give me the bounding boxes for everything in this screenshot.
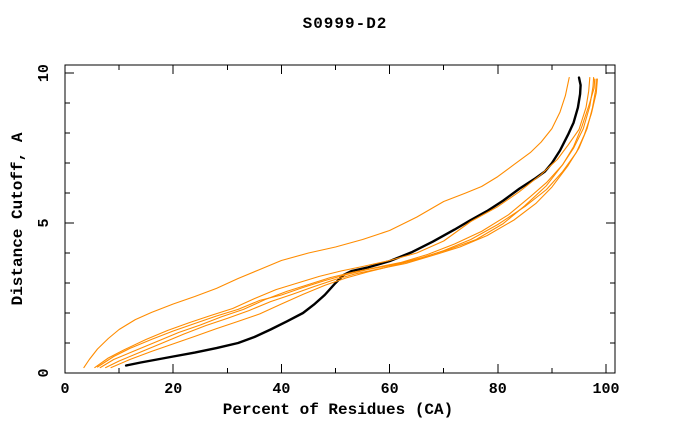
y-tick-label: 5 — [36, 219, 53, 228]
curve-model-orange-4 — [105, 78, 597, 369]
curve-model-orange-1 — [83, 77, 570, 369]
curve-model-orange-3 — [99, 77, 595, 369]
axis-ticks — [64, 65, 615, 374]
model-curves — [83, 76, 598, 369]
x-tick-label: 40 — [272, 381, 290, 398]
axis-tick-labels: 0 20 40 60 80 100 0 5 10 — [36, 64, 620, 398]
x-tick-label: 0 — [60, 381, 69, 398]
plot-frame — [64, 64, 616, 374]
x-tick-label: 80 — [489, 381, 507, 398]
x-axis-label: Percent of Residues (CA) — [223, 401, 453, 419]
y-axis-label: Distance Cutoff, A — [9, 132, 27, 305]
plot-border — [64, 64, 616, 374]
curve-model-orange-6 — [96, 78, 596, 368]
y-tick-label: 10 — [36, 64, 53, 82]
y-tick-label: 0 — [36, 368, 53, 377]
x-tick-label: 20 — [164, 381, 182, 398]
x-tick-label: 100 — [593, 381, 620, 398]
curve-model-black — [124, 76, 582, 367]
chart-title: S0999-D2 — [303, 15, 388, 33]
curve-model-orange-2 — [94, 77, 591, 369]
curve-model-orange-5 — [110, 78, 598, 369]
x-tick-label: 60 — [381, 381, 399, 398]
